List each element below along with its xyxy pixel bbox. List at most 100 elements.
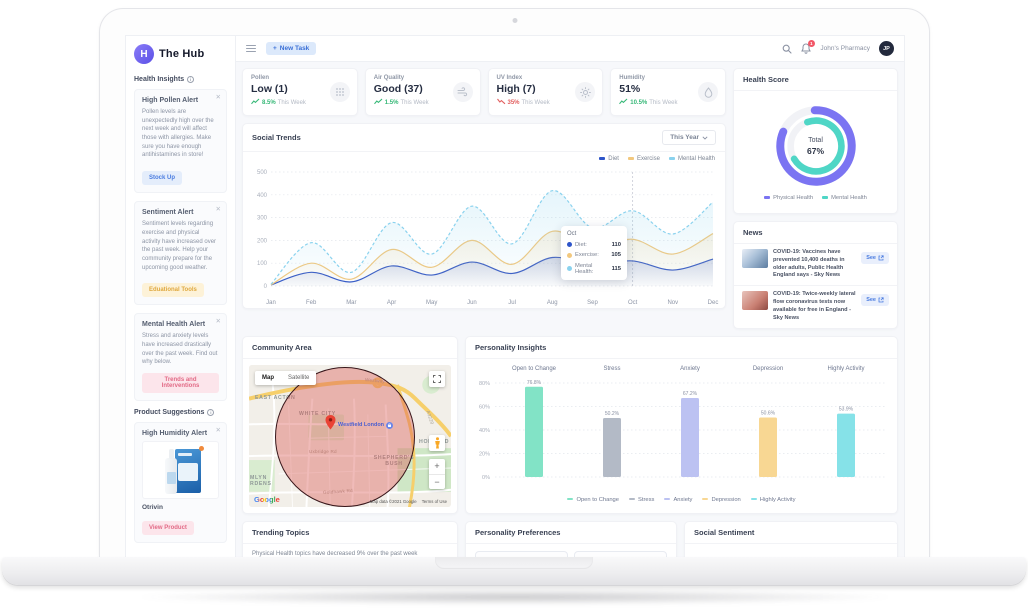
mental-health-dot — [567, 266, 572, 271]
new-task-button[interactable]: + New Task — [266, 42, 317, 55]
map-pin-label[interactable]: Westfield London — [338, 421, 394, 429]
svg-text:Jun: Jun — [467, 300, 477, 306]
community-area-panel: Community Area — [242, 335, 458, 514]
social-trends-chart[interactable]: Diet Exercise Mental Health 0 100 200 300 40… — [243, 152, 725, 315]
svg-text:May: May — [426, 300, 437, 306]
dashboard-app: H The Hub Health Insights i ✕ High Polle… — [125, 35, 905, 557]
fullscreen-icon[interactable] — [429, 370, 445, 387]
close-icon[interactable]: ✕ — [215, 427, 221, 434]
social-sentiment-panel: Social Sentiment — [684, 520, 898, 557]
news-panel: News COVID-19: Vaccines have prevented 1… — [733, 221, 898, 329]
stat-card-air-quality[interactable]: Air Quality Good (37) 1.5% This Week — [364, 68, 481, 116]
svg-text:Depression: Depression — [753, 366, 783, 372]
svg-text:50.6%: 50.6% — [761, 410, 776, 416]
preference-card[interactable] — [475, 550, 568, 557]
social-trends-panel: Social Trends This Year Diet — [242, 123, 726, 309]
menu-icon[interactable] — [246, 44, 256, 53]
alert-body: Sentiment levels regarding exercise and … — [142, 221, 217, 271]
stat-card-humidity[interactable]: Humidity 51% 10.5% This Week — [610, 68, 726, 116]
news-item: COVID-19: Vaccines have prevented 10,400… — [734, 244, 897, 285]
info-icon[interactable]: i — [207, 409, 215, 416]
svg-text:Sep: Sep — [587, 300, 598, 306]
personality-insights-title: Personality Insights — [475, 342, 547, 352]
exercise-dot — [567, 252, 572, 258]
svg-text:Jul: Jul — [508, 300, 516, 306]
satellite-mode-button[interactable]: Satellite — [281, 370, 317, 385]
svg-text:Stress: Stress — [603, 366, 620, 372]
svg-text:67.2%: 67.2% — [683, 391, 698, 397]
google-map[interactable]: EAST ACTON WHITE CITY SHEPHERD'S BUSH HO… — [249, 364, 451, 507]
bar-chart: 0% 20% 40% 60% 80% Open to Change 76.8% Stress 5… — [479, 366, 885, 481]
alert-card-mental-health: ✕ Mental Health Alert Stress and anxiety… — [134, 313, 227, 401]
legend-highly-activity: Highly Activity — [750, 497, 796, 503]
zoom-in-icon[interactable]: + — [434, 461, 440, 472]
product-logo-dot — [199, 446, 204, 451]
trends-interventions-button[interactable]: Trends and Interventions — [142, 373, 219, 393]
social-trends-title: Social Trends — [252, 133, 301, 142]
svg-text:0%: 0% — [482, 475, 490, 481]
laptop-base — [2, 557, 1026, 585]
avatar[interactable]: JP — [879, 41, 894, 56]
webcam-dot — [512, 18, 517, 23]
svg-text:100: 100 — [257, 261, 268, 267]
trending-topics-title: Trending Topics — [252, 527, 310, 537]
donut-center-label: Total — [808, 136, 823, 144]
view-product-button[interactable]: View Product — [142, 521, 194, 535]
product-box-graphic — [175, 449, 201, 493]
alert-title: Mental Health Alert — [142, 321, 206, 329]
svg-text:40%: 40% — [479, 428, 490, 434]
alert-title: Sentiment Alert — [142, 209, 194, 217]
close-icon[interactable]: ✕ — [215, 318, 221, 326]
stat-card-uv-index[interactable]: UV Index High (7) 35% This Week — [487, 68, 604, 116]
trend-up-icon — [373, 98, 383, 107]
map-mode-button[interactable]: Map — [255, 370, 281, 385]
map-area-label: MLYN RDENS — [250, 474, 272, 487]
news-title: News — [743, 228, 763, 237]
pegman-icon[interactable] — [429, 434, 445, 451]
svg-text:0: 0 — [264, 284, 268, 290]
preference-card[interactable] — [574, 550, 667, 557]
product-image — [142, 441, 219, 499]
close-icon[interactable]: ✕ — [215, 206, 221, 214]
svg-text:Anxiety: Anxiety — [680, 366, 700, 372]
educational-tools-button[interactable]: Eduational Tools — [142, 283, 204, 298]
notification-badge: 1 — [807, 39, 815, 47]
app-logo[interactable]: H The Hub — [134, 43, 227, 72]
close-icon[interactable]: ✕ — [215, 94, 221, 101]
health-score-donut: Total 67% — [769, 99, 863, 193]
map-pin-icon[interactable] — [325, 414, 336, 435]
trending-topics-text: Physical Health topics have decreased 9%… — [252, 550, 418, 557]
info-icon[interactable]: i — [187, 76, 195, 83]
personality-preferences-title: Personality Preferences — [475, 527, 561, 537]
legend-diet: Diet — [599, 156, 619, 162]
search-icon[interactable] — [782, 44, 792, 54]
external-link-icon — [878, 255, 884, 261]
laptop-screen: H The Hub Health Insights i ✕ High Polle… — [99, 8, 930, 557]
stat-card-pollen[interactable]: Pollen Low (1) 8.5% This Week — [242, 68, 358, 116]
legend-physical-health: Physical Health — [764, 195, 813, 201]
line-chart: 0 100 200 300 400 500 Jan Feb Mar Apr May Jun Jul Aug… — [257, 170, 718, 306]
google-logo: Google — [254, 494, 280, 504]
chart-tooltip: Oct Diet: 110 Exercise: 105 Mental Health:… — [561, 226, 627, 280]
svg-text:Highly Activity: Highly Activity — [827, 366, 864, 372]
news-text: COVID-19: Vaccines have prevented 10,400… — [773, 249, 845, 279]
svg-text:Jan: Jan — [266, 300, 276, 306]
zoom-out-icon[interactable]: − — [429, 473, 445, 489]
see-article-button[interactable]: See — [861, 294, 889, 307]
see-article-button[interactable]: See — [861, 252, 889, 264]
product-card: ✕ High Humidity Alert Otrivin View Produ… — [134, 422, 227, 543]
legend-stress: Stress — [629, 497, 654, 503]
map-zoom-control: + − — [429, 458, 445, 489]
bell-icon[interactable]: 1 — [801, 39, 815, 54]
legend-mental-health: Mental Health — [668, 156, 715, 162]
hub-logo-icon: H — [134, 44, 154, 64]
legend-depression: Depression — [702, 497, 741, 503]
laptop-shadow — [130, 589, 900, 605]
alert-body: Pollen levels are unexpectedly high over… — [142, 109, 214, 159]
stock-up-button[interactable]: Stock Up — [142, 171, 183, 186]
news-thumbnail — [742, 291, 768, 311]
range-select[interactable]: This Year — [662, 130, 716, 145]
sun-icon — [575, 82, 596, 102]
user-name[interactable]: John's Pharmacy — [820, 45, 870, 52]
